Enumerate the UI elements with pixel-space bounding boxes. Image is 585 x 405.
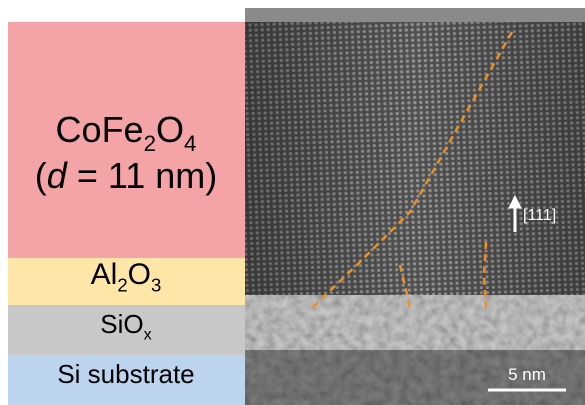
label-part: O (156, 109, 184, 150)
layer-label: CoFe2O4 (56, 109, 197, 156)
layer-label: Si substrate (57, 359, 194, 389)
label-part: Al (91, 258, 118, 291)
label-part: SiO (100, 309, 143, 339)
label-part: O (128, 258, 151, 291)
label-part: Si substrate (57, 359, 194, 389)
label-part: ( (35, 155, 47, 196)
subscript: 2 (144, 131, 156, 156)
subscript: 2 (117, 275, 127, 296)
subscript: 3 (151, 275, 161, 296)
direction-label: [111] (523, 207, 556, 224)
figure: CoFe2O4(d = 11 nm)Al2O3SiOxSi substrate … (0, 0, 585, 405)
scale-bar-label: 5 nm (508, 365, 546, 384)
label-part: d (47, 155, 68, 196)
subscript: x (144, 326, 152, 344)
layer-label: (d = 11 nm) (35, 155, 217, 196)
label-part: = 11 nm) (67, 155, 217, 196)
subscript: 4 (184, 131, 196, 156)
label-part: CoFe (56, 109, 144, 150)
